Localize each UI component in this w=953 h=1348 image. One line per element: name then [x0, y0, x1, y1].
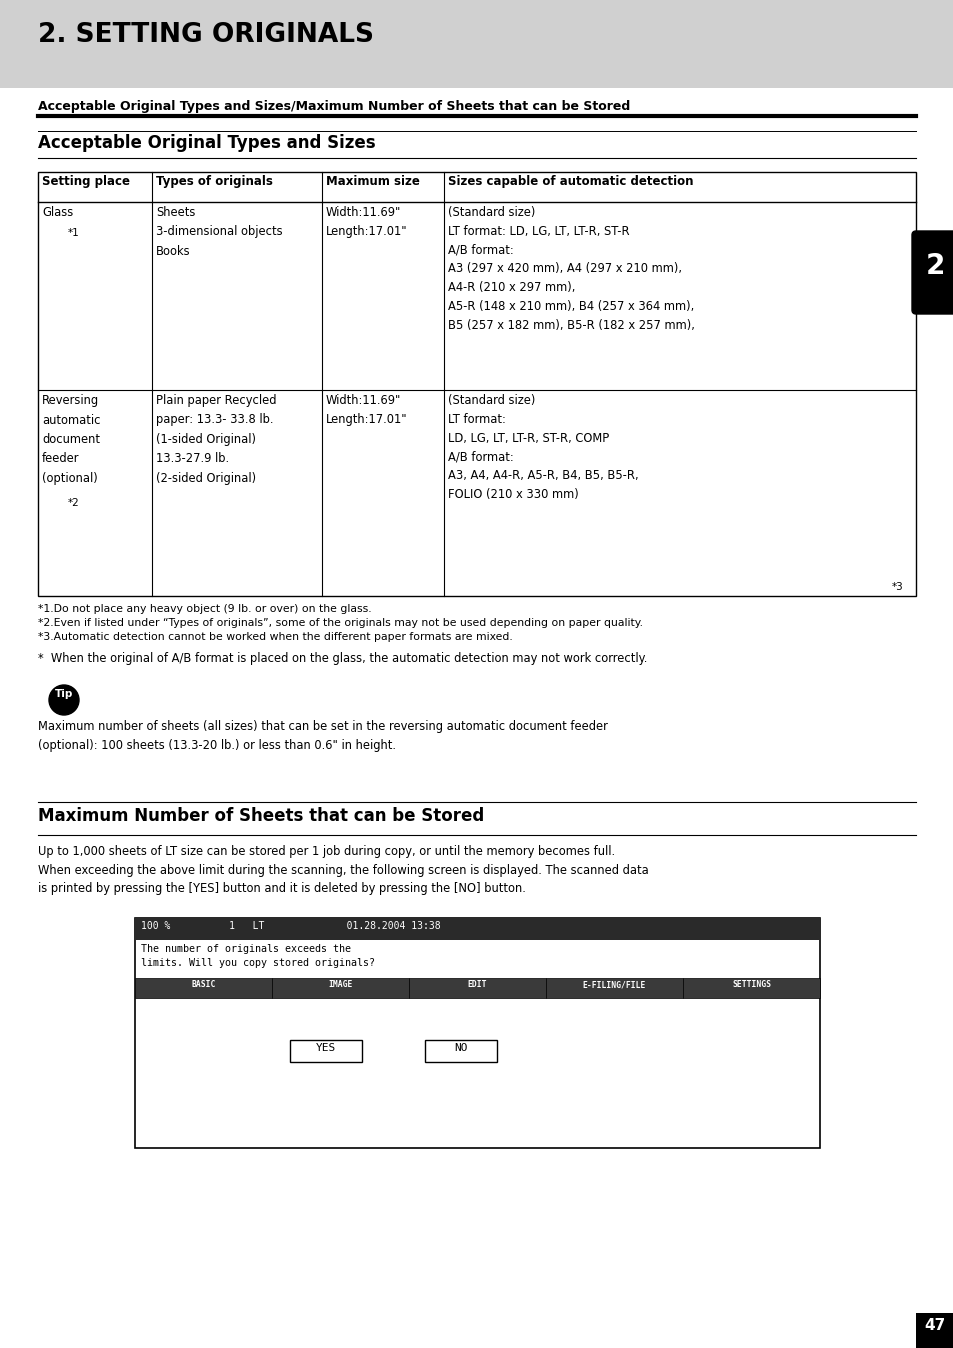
- Text: Acceptable Original Types and Sizes: Acceptable Original Types and Sizes: [38, 133, 375, 152]
- Text: *3: *3: [891, 582, 902, 592]
- FancyBboxPatch shape: [911, 231, 953, 314]
- Text: Types of originals: Types of originals: [156, 175, 273, 187]
- Text: *2.Even if listed under “Types of originals”, some of the originals may not be u: *2.Even if listed under “Types of origin…: [38, 617, 642, 628]
- Bar: [915, 1313, 953, 1348]
- Text: BASIC: BASIC: [192, 980, 215, 989]
- Text: 100 %          1   LT              01.28.2004 13:38: 100 % 1 LT 01.28.2004 13:38: [141, 921, 440, 931]
- Text: 2: 2: [924, 252, 943, 280]
- Text: EDIT: EDIT: [467, 980, 487, 989]
- Bar: [135, 979, 272, 998]
- Text: is printed by pressing the [YES] button and it is deleted by pressing the [NO] b: is printed by pressing the [YES] button …: [38, 882, 525, 895]
- Text: Reversing
automatic
document
feeder
(optional): Reversing automatic document feeder (opt…: [42, 394, 100, 485]
- Bar: [38, 173, 915, 596]
- Text: Tip: Tip: [54, 689, 73, 700]
- Text: The number of originals exceeds the: The number of originals exceeds the: [141, 944, 351, 954]
- Bar: [424, 1041, 497, 1062]
- Text: (Standard size)
LT format: LD, LG, LT, LT-R, ST-R
A/B format:
A3 (297 x 420 mm),: (Standard size) LT format: LD, LG, LT, L…: [448, 206, 694, 332]
- Text: Width:11.69"
Length:17.01": Width:11.69" Length:17.01": [326, 394, 407, 426]
- Text: *1: *1: [68, 228, 80, 239]
- Text: *3.Automatic detection cannot be worked when the different paper formats are mix: *3.Automatic detection cannot be worked …: [38, 632, 512, 642]
- Bar: [0, 0, 953, 88]
- Text: (Standard size)
LT format:
LD, LG, LT, LT-R, ST-R, COMP
A/B format:
A3, A4, A4-R: (Standard size) LT format: LD, LG, LT, L…: [448, 394, 638, 501]
- Bar: [135, 918, 820, 940]
- Text: Maximum Number of Sheets that can be Stored: Maximum Number of Sheets that can be Sto…: [38, 807, 484, 825]
- Text: NO: NO: [454, 1043, 467, 1053]
- Bar: [682, 979, 820, 998]
- Text: Width:11.69"
Length:17.01": Width:11.69" Length:17.01": [326, 206, 407, 239]
- Text: Maximum number of sheets (all sizes) that can be set in the reversing automatic : Maximum number of sheets (all sizes) tha…: [38, 720, 607, 752]
- Circle shape: [49, 685, 79, 714]
- Text: Acceptable Original Types and Sizes/Maximum Number of Sheets that can be Stored: Acceptable Original Types and Sizes/Maxi…: [38, 100, 630, 113]
- Text: When exceeding the above limit during the scanning, the following screen is disp: When exceeding the above limit during th…: [38, 864, 648, 878]
- Text: SETTINGS: SETTINGS: [731, 980, 770, 989]
- Text: Sheets
3-dimensional objects
Books: Sheets 3-dimensional objects Books: [156, 206, 282, 257]
- Bar: [272, 979, 409, 998]
- Text: 2. SETTING ORIGINALS: 2. SETTING ORIGINALS: [38, 22, 374, 49]
- Text: E-FILING/FILE: E-FILING/FILE: [582, 980, 645, 989]
- Bar: [135, 918, 820, 1148]
- Bar: [409, 979, 545, 998]
- Text: limits. Will you copy stored originals?: limits. Will you copy stored originals?: [141, 958, 375, 968]
- Text: Up to 1,000 sheets of LT size can be stored per 1 job during copy, or until the : Up to 1,000 sheets of LT size can be sto…: [38, 845, 615, 857]
- Text: Sizes capable of automatic detection: Sizes capable of automatic detection: [448, 175, 693, 187]
- Text: *  When the original of A/B format is placed on the glass, the automatic detecti: * When the original of A/B format is pla…: [38, 652, 647, 665]
- Text: *2: *2: [68, 497, 80, 508]
- Text: Glass: Glass: [42, 206, 73, 218]
- Text: *1.Do not place any heavy object (9 lb. or over) on the glass.: *1.Do not place any heavy object (9 lb. …: [38, 604, 372, 613]
- Bar: [290, 1041, 361, 1062]
- Text: YES: YES: [315, 1043, 335, 1053]
- Text: Setting place: Setting place: [42, 175, 130, 187]
- Bar: [545, 979, 682, 998]
- Text: Plain paper Recycled
paper: 13.3- 33.8 lb.
(1-sided Original)
13.3-27.9 lb.
(2-s: Plain paper Recycled paper: 13.3- 33.8 l…: [156, 394, 276, 485]
- Text: IMAGE: IMAGE: [328, 980, 353, 989]
- Text: Maximum size: Maximum size: [326, 175, 419, 187]
- Text: 47: 47: [923, 1318, 944, 1333]
